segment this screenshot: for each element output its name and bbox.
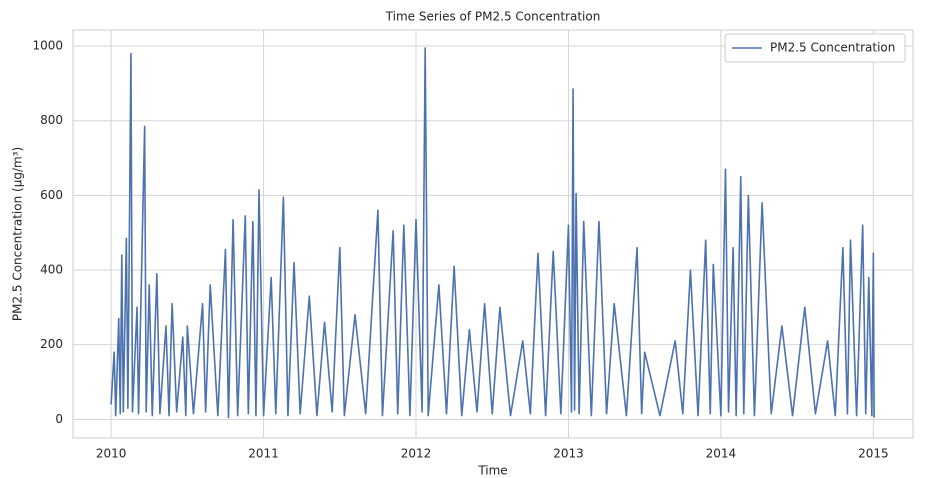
y-tick-label: 400 (40, 263, 63, 277)
chart-title: Time Series of PM2.5 Concentration (385, 10, 601, 24)
legend: PM2.5 Concentration (724, 33, 906, 63)
x-axis-label: Time (477, 464, 507, 478)
plot-area (72, 29, 914, 439)
y-tick-label: 200 (40, 337, 63, 351)
y-tick-label: 600 (40, 188, 63, 202)
y-tick-label: 1000 (32, 39, 63, 53)
x-tick-label: 2010 (96, 447, 127, 461)
y-tick-label: 0 (55, 412, 63, 426)
line-series (110, 47, 875, 419)
x-tick-label: 2015 (858, 447, 889, 461)
y-tick-label: 800 (40, 113, 63, 127)
legend-box (724, 33, 906, 63)
x-tick-label: 2011 (248, 447, 279, 461)
x-tick-label: 2013 (553, 447, 584, 461)
y-axis-label: PM2.5 Concentration (μg/m³) (11, 147, 25, 321)
x-tick-label: 2014 (706, 447, 737, 461)
x-tick-label: 2012 (401, 447, 432, 461)
legend-label: PM2.5 Concentration (770, 41, 895, 55)
